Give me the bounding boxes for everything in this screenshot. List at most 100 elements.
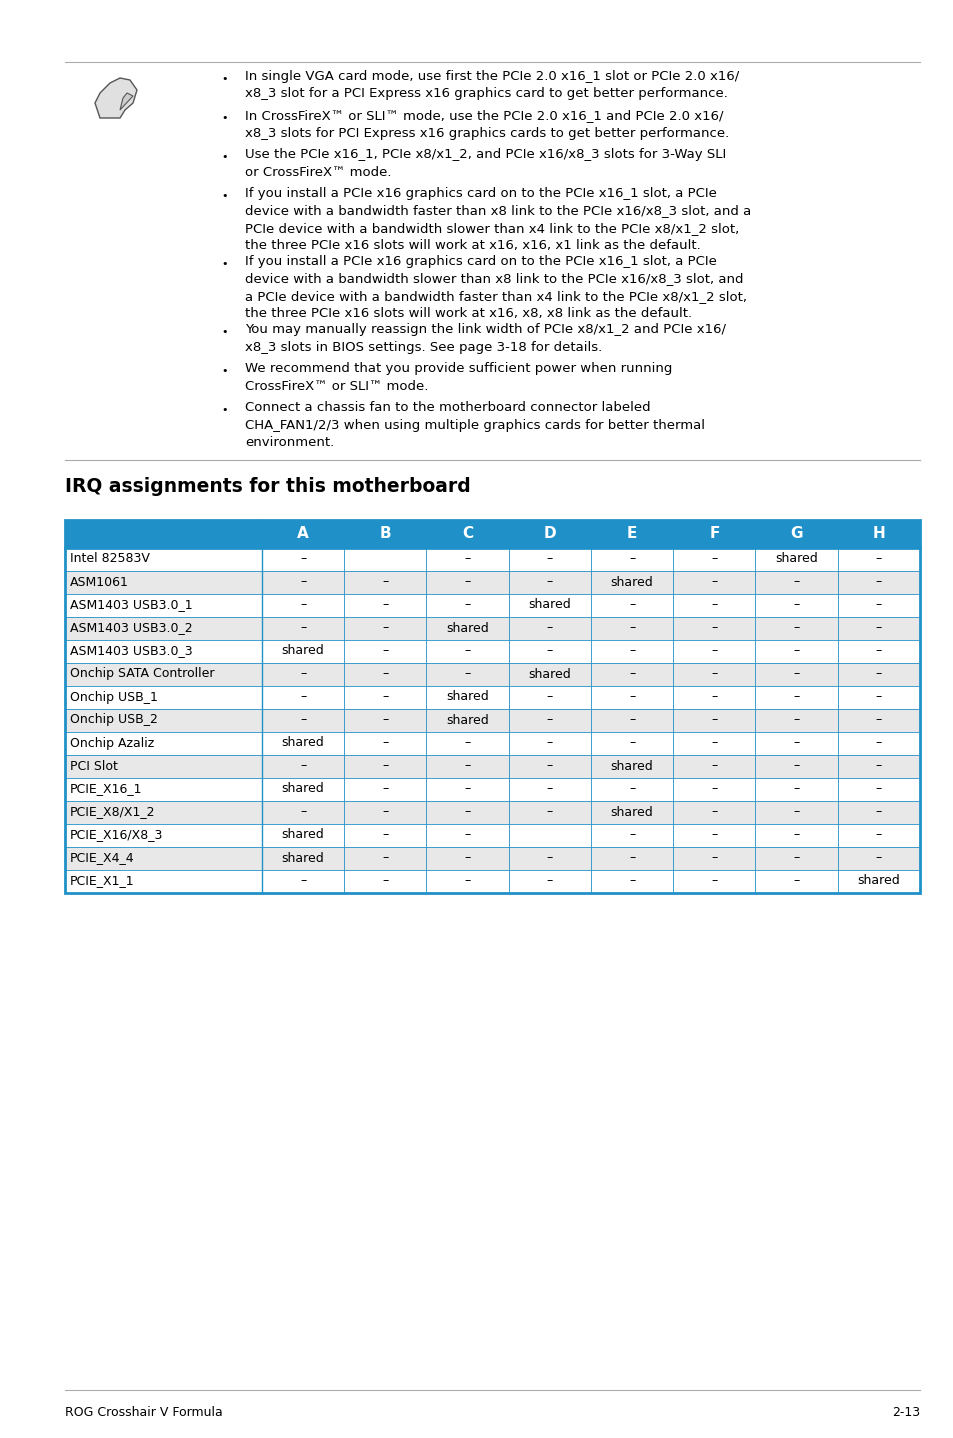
Text: –: –: [546, 644, 553, 657]
Text: –: –: [875, 851, 882, 864]
Text: –: –: [299, 667, 306, 680]
Text: –: –: [464, 851, 470, 864]
Text: If you install a PCIe x16 graphics card on to the PCIe x16_1 slot, a PCIe
device: If you install a PCIe x16 graphics card …: [245, 255, 746, 321]
Text: –: –: [382, 759, 388, 772]
Text: shared: shared: [775, 552, 817, 565]
Text: –: –: [546, 851, 553, 864]
Text: –: –: [299, 575, 306, 588]
Text: –: –: [382, 621, 388, 634]
Text: •: •: [221, 326, 228, 336]
Text: Intel 82583V: Intel 82583V: [70, 552, 150, 565]
Text: shared: shared: [446, 690, 489, 703]
Text: shared: shared: [281, 782, 324, 795]
Text: –: –: [711, 874, 717, 887]
Text: –: –: [711, 644, 717, 657]
Text: •: •: [221, 259, 228, 269]
Text: –: –: [711, 805, 717, 818]
Text: –: –: [793, 805, 799, 818]
Text: –: –: [793, 575, 799, 588]
Text: –: –: [546, 621, 553, 634]
Text: shared: shared: [528, 667, 571, 680]
Text: –: –: [464, 575, 470, 588]
Text: –: –: [546, 805, 553, 818]
Text: •: •: [221, 367, 228, 375]
Text: –: –: [382, 690, 388, 703]
Text: •: •: [221, 191, 228, 201]
Text: shared: shared: [281, 828, 324, 841]
Text: –: –: [711, 828, 717, 841]
Text: –: –: [628, 644, 635, 657]
Text: –: –: [464, 552, 470, 565]
Text: –: –: [711, 621, 717, 634]
Text: Onchip Azaliz: Onchip Azaliz: [70, 736, 154, 749]
Bar: [65, 548, 919, 571]
Text: •: •: [221, 406, 228, 416]
Bar: [65, 663, 919, 686]
Text: shared: shared: [610, 805, 653, 818]
Text: In single VGA card mode, use first the PCIe 2.0 x16_1 slot or PCIe 2.0 x16/
x8_3: In single VGA card mode, use first the P…: [245, 70, 739, 101]
Text: Onchip USB_2: Onchip USB_2: [70, 713, 157, 726]
Text: –: –: [464, 828, 470, 841]
PathPatch shape: [120, 93, 132, 109]
Text: –: –: [382, 851, 388, 864]
Text: shared: shared: [610, 759, 653, 772]
Text: D: D: [543, 526, 556, 541]
Text: shared: shared: [857, 874, 900, 887]
Text: –: –: [875, 828, 882, 841]
Text: –: –: [793, 598, 799, 611]
Text: PCI Slot: PCI Slot: [70, 759, 118, 772]
Text: –: –: [546, 874, 553, 887]
Text: –: –: [875, 575, 882, 588]
Text: A: A: [297, 526, 309, 541]
Text: –: –: [464, 598, 470, 611]
Text: –: –: [299, 690, 306, 703]
Text: –: –: [711, 575, 717, 588]
Text: Connect a chassis fan to the motherboard connector labeled
CHA_FAN1/2/3 when usi: Connect a chassis fan to the motherboard…: [245, 401, 704, 449]
Text: –: –: [546, 736, 553, 749]
Text: Onchip USB_1: Onchip USB_1: [70, 690, 157, 703]
Bar: [65, 778, 919, 801]
Text: –: –: [382, 598, 388, 611]
Text: Use the PCIe x16_1, PCIe x8/x1_2, and PCIe x16/x8_3 slots for 3-Way SLI
or Cross: Use the PCIe x16_1, PCIe x8/x1_2, and PC…: [245, 148, 725, 178]
Text: –: –: [382, 805, 388, 818]
Text: –: –: [464, 667, 470, 680]
Bar: [65, 870, 919, 893]
Text: ASM1403 USB3.0_1: ASM1403 USB3.0_1: [70, 598, 193, 611]
Text: –: –: [382, 667, 388, 680]
Text: –: –: [793, 828, 799, 841]
Text: –: –: [546, 690, 553, 703]
Text: –: –: [875, 782, 882, 795]
Text: –: –: [793, 759, 799, 772]
Bar: [65, 801, 919, 824]
Text: –: –: [382, 828, 388, 841]
Text: Onchip SATA Controller: Onchip SATA Controller: [70, 667, 214, 680]
Text: PCIE_X1_1: PCIE_X1_1: [70, 874, 134, 887]
Text: –: –: [711, 552, 717, 565]
Text: We recommend that you provide sufficient power when running
CrossFireX™ or SLI™ : We recommend that you provide sufficient…: [245, 362, 672, 393]
Text: –: –: [628, 621, 635, 634]
Text: –: –: [628, 736, 635, 749]
Bar: [65, 847, 919, 870]
Text: –: –: [793, 621, 799, 634]
Text: –: –: [382, 575, 388, 588]
PathPatch shape: [95, 78, 137, 118]
Text: –: –: [464, 644, 470, 657]
Text: ASM1061: ASM1061: [70, 575, 129, 588]
Text: –: –: [546, 575, 553, 588]
Text: •: •: [221, 152, 228, 162]
Text: –: –: [711, 736, 717, 749]
Text: PCIE_X16_1: PCIE_X16_1: [70, 782, 142, 795]
Text: –: –: [299, 713, 306, 726]
Text: –: –: [875, 690, 882, 703]
Text: –: –: [793, 690, 799, 703]
Text: –: –: [464, 759, 470, 772]
Text: •: •: [221, 73, 228, 83]
Text: –: –: [628, 713, 635, 726]
Text: PCIE_X4_4: PCIE_X4_4: [70, 851, 134, 864]
Text: –: –: [711, 667, 717, 680]
Text: –: –: [382, 713, 388, 726]
Text: –: –: [875, 552, 882, 565]
Text: PCIE_X16/X8_3: PCIE_X16/X8_3: [70, 828, 163, 841]
Text: –: –: [382, 874, 388, 887]
Text: –: –: [793, 874, 799, 887]
